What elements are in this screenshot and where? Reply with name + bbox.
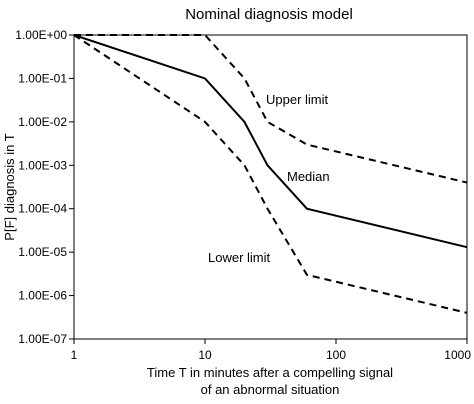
y-tick-label: 1.00E-01 [18,71,67,85]
x-axis-label-line2: of an abnormal situation [201,382,340,397]
x-tick-label: 1000 [444,348,471,362]
y-tick-label: 1.00E-05 [18,245,67,259]
y-tick-label: 1.00E+00 [15,28,67,42]
y-tick-label: 1.00E-03 [18,158,67,172]
series-line-lower-limit [73,34,468,314]
annotation-upper-limit: Upper limit [266,92,329,107]
series-layer [73,34,468,314]
x-axis-ticks: 1 10 100 1000 [71,339,471,362]
y-tick-label: 1.00E-04 [18,202,67,216]
y-tick-label: 1.00E-07 [18,332,67,346]
chart-title: Nominal diagnosis model [185,6,353,23]
y-axis-label: P[F] diagnosis in T [2,133,17,240]
series-line-upper-limit [74,34,468,184]
x-axis-label-line1: Time T in minutes after a compelling sig… [147,365,393,380]
y-tick-label: 1.00E-06 [18,289,67,303]
x-tick-label: 10 [198,348,212,362]
y-axis-ticks: 1.00E+00 1.00E-01 1.00E-02 1.00E-03 1.00E-04… [15,28,74,346]
y-tick-label: 1.00E-02 [18,115,67,129]
x-tick-label: 100 [326,348,346,362]
x-tick-label: 1 [71,348,78,362]
series-line-median [73,34,468,249]
plot-area [73,34,468,340]
annotation-lower-limit: Lower limit [208,250,271,265]
annotation-median: Median [287,169,330,184]
